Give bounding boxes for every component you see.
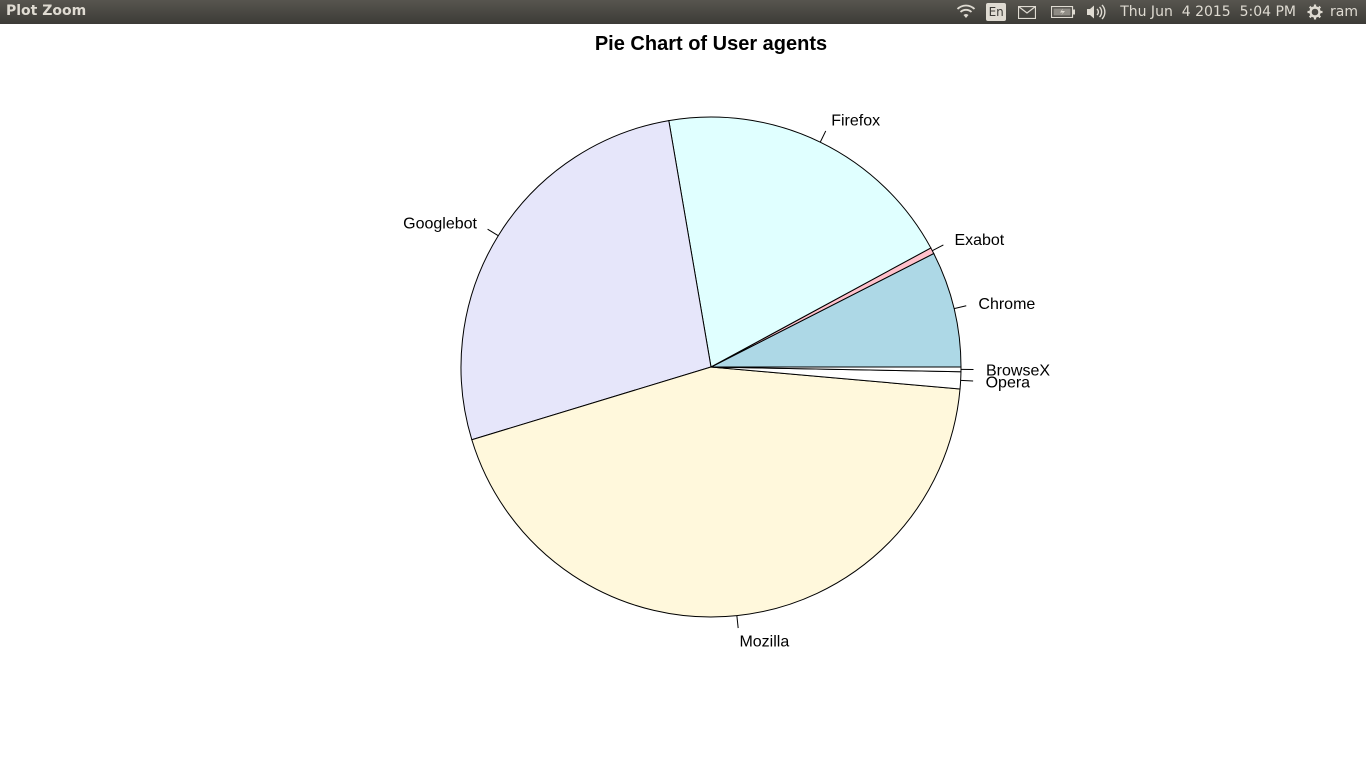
- pie-label-tick-firefox: [819, 130, 827, 143]
- volume-icon[interactable]: [1084, 0, 1108, 24]
- plot-area: Pie Chart of User agents Chrome Exabot Fir…: [0, 24, 1366, 768]
- top-panel: Plot Zoom En: [0, 0, 1366, 24]
- pie-slice-mozilla: [471, 366, 961, 618]
- mail-icon[interactable]: [1016, 0, 1038, 24]
- chart-title: Pie Chart of User agents: [594, 33, 828, 55]
- battery-icon[interactable]: [1050, 0, 1076, 24]
- keyboard-language-indicator[interactable]: En: [986, 3, 1007, 21]
- pie-chart: Chrome Exabot Firefox Googlebot Mozilla Opera…: [403, 113, 1050, 651]
- pie-label-tick-mozilla: [736, 615, 739, 629]
- pie-label-browsex: BrowseX: [986, 363, 1050, 380]
- pie-label-chrome: Chrome: [978, 296, 1035, 313]
- window-title: Plot Zoom: [6, 3, 87, 19]
- pie-label-tick-chrome: [953, 305, 967, 310]
- wifi-icon[interactable]: [954, 0, 978, 24]
- pie-label-mozilla: Mozilla: [739, 634, 789, 651]
- clock[interactable]: Thu Jun 4 2015 5:04 PM: [1120, 4, 1297, 20]
- pie-label-tick-opera: [960, 379, 974, 382]
- pie-label-exabot: Exabot: [954, 232, 1004, 249]
- pie-label-opera: Opera: [986, 375, 1031, 392]
- pie-label-tick-exabot: [932, 244, 944, 252]
- panel-indicators: En Thu Jun 4 2015 5:04 PM: [954, 0, 1358, 24]
- pie-label-googlebot: Googlebot: [403, 216, 477, 233]
- pie-label-firefox: Firefox: [831, 113, 880, 130]
- pie-slice-googlebot: [460, 120, 712, 441]
- pie-label-tick-googlebot: [487, 228, 499, 237]
- gear-icon[interactable]: [1306, 0, 1324, 24]
- user-name[interactable]: ram: [1330, 4, 1358, 20]
- pie-slice-chrome: [710, 252, 962, 368]
